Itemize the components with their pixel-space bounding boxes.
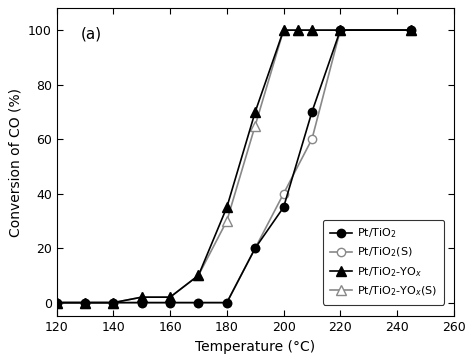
Pt/TiO$_2$-YO$_x$(S) bbox=[252, 123, 258, 128]
Pt/TiO$_2$-YO$_x$(S) bbox=[337, 28, 343, 32]
Y-axis label: Conversion of CO (%): Conversion of CO (%) bbox=[9, 88, 22, 237]
Pt/TiO$_2$-YO$_x$(S) bbox=[54, 300, 59, 305]
Pt/TiO$_2$-YO$_x$ bbox=[196, 273, 201, 278]
Pt/TiO$_2$ bbox=[281, 205, 286, 210]
Pt/TiO$_2$-YO$_x$(S) bbox=[167, 295, 173, 299]
Pt/TiO$_2$(S) bbox=[409, 28, 414, 32]
Pt/TiO$_2$(S) bbox=[167, 300, 173, 305]
Pt/TiO$_2$-YO$_x$(S) bbox=[196, 273, 201, 278]
Legend: Pt/TiO$_2$, Pt/TiO$_2$(S), Pt/TiO$_2$-YO$_x$, Pt/TiO$_2$-YO$_x$(S): Pt/TiO$_2$, Pt/TiO$_2$(S), Pt/TiO$_2$-YO… bbox=[323, 220, 444, 304]
Pt/TiO$_2$ bbox=[54, 300, 59, 305]
Line: Pt/TiO$_2$(S): Pt/TiO$_2$(S) bbox=[53, 26, 415, 307]
Line: Pt/TiO$_2$-YO$_x$(S): Pt/TiO$_2$-YO$_x$(S) bbox=[52, 25, 416, 307]
Pt/TiO$_2$ bbox=[167, 300, 173, 305]
Pt/TiO$_2$ bbox=[309, 110, 315, 114]
Pt/TiO$_2$-YO$_x$ bbox=[224, 205, 230, 210]
Pt/TiO$_2$(S) bbox=[252, 246, 258, 250]
Pt/TiO$_2$-YO$_x$ bbox=[309, 28, 315, 32]
Pt/TiO$_2$(S) bbox=[224, 300, 230, 305]
Pt/TiO$_2$-YO$_x$ bbox=[139, 295, 145, 299]
Pt/TiO$_2$(S) bbox=[196, 300, 201, 305]
Line: Pt/TiO$_2$: Pt/TiO$_2$ bbox=[53, 26, 415, 307]
Pt/TiO$_2$-YO$_x$(S) bbox=[281, 28, 286, 32]
Pt/TiO$_2$(S) bbox=[54, 300, 59, 305]
Pt/TiO$_2$-YO$_x$ bbox=[167, 295, 173, 299]
Pt/TiO$_2$ bbox=[252, 246, 258, 250]
Pt/TiO$_2$-YO$_x$ bbox=[252, 110, 258, 114]
Pt/TiO$_2$-YO$_x$(S) bbox=[309, 28, 315, 32]
Pt/TiO$_2$-YO$_x$(S) bbox=[295, 28, 301, 32]
X-axis label: Temperature (°C): Temperature (°C) bbox=[195, 340, 315, 354]
Pt/TiO$_2$(S) bbox=[82, 300, 88, 305]
Pt/TiO$_2$-YO$_x$(S) bbox=[224, 219, 230, 223]
Pt/TiO$_2$-YO$_x$(S) bbox=[82, 300, 88, 305]
Pt/TiO$_2$-YO$_x$ bbox=[82, 300, 88, 305]
Pt/TiO$_2$(S) bbox=[309, 137, 315, 141]
Pt/TiO$_2$-YO$_x$ bbox=[409, 28, 414, 32]
Pt/TiO$_2$ bbox=[409, 28, 414, 32]
Pt/TiO$_2$-YO$_x$ bbox=[337, 28, 343, 32]
Pt/TiO$_2$ bbox=[196, 300, 201, 305]
Pt/TiO$_2$-YO$_x$(S) bbox=[110, 300, 116, 305]
Pt/TiO$_2$-YO$_x$ bbox=[110, 300, 116, 305]
Pt/TiO$_2$ bbox=[82, 300, 88, 305]
Pt/TiO$_2$(S) bbox=[110, 300, 116, 305]
Pt/TiO$_2$-YO$_x$ bbox=[295, 28, 301, 32]
Pt/TiO$_2$ bbox=[139, 300, 145, 305]
Pt/TiO$_2$ bbox=[110, 300, 116, 305]
Line: Pt/TiO$_2$-YO$_x$: Pt/TiO$_2$-YO$_x$ bbox=[52, 25, 416, 307]
Text: (a): (a) bbox=[81, 27, 101, 42]
Pt/TiO$_2$-YO$_x$ bbox=[54, 300, 59, 305]
Pt/TiO$_2$ bbox=[224, 300, 230, 305]
Pt/TiO$_2$-YO$_x$(S) bbox=[409, 28, 414, 32]
Pt/TiO$_2$ bbox=[337, 28, 343, 32]
Pt/TiO$_2$(S) bbox=[139, 300, 145, 305]
Pt/TiO$_2$(S) bbox=[281, 191, 286, 196]
Pt/TiO$_2$-YO$_x$(S) bbox=[139, 295, 145, 299]
Pt/TiO$_2$-YO$_x$ bbox=[281, 28, 286, 32]
Pt/TiO$_2$(S) bbox=[337, 28, 343, 32]
